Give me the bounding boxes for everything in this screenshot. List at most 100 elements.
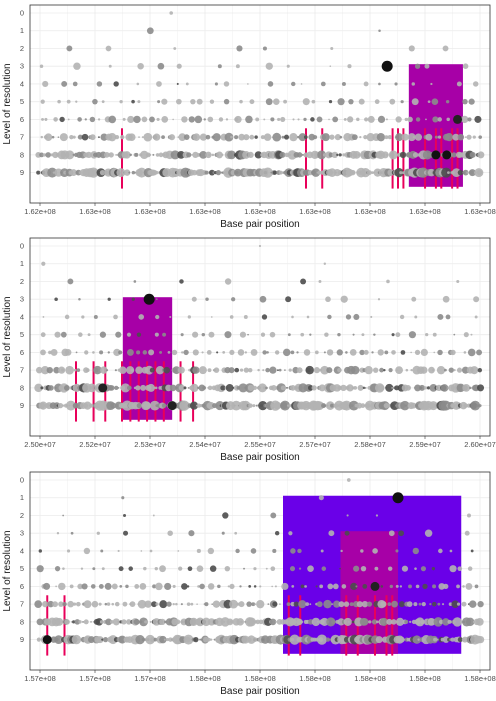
data-point xyxy=(264,617,273,626)
data-point xyxy=(92,351,95,354)
data-point xyxy=(149,549,153,553)
data-point xyxy=(176,63,182,69)
data-point xyxy=(411,296,417,302)
data-point xyxy=(314,350,319,355)
data-point xyxy=(70,169,78,177)
data-point xyxy=(478,404,482,408)
data-point xyxy=(207,116,214,123)
data-point xyxy=(67,118,70,121)
data-point xyxy=(452,617,463,627)
data-point xyxy=(136,403,142,409)
x-tick-label: 2.50e+07 xyxy=(24,440,56,449)
data-point xyxy=(148,153,152,157)
data-point xyxy=(152,514,155,517)
data-point xyxy=(317,170,322,175)
data-point xyxy=(107,351,110,354)
data-point xyxy=(121,619,127,625)
data-point xyxy=(243,367,249,373)
data-point xyxy=(399,585,403,588)
data-point xyxy=(125,584,129,589)
data-point xyxy=(317,150,327,160)
data-point xyxy=(113,81,119,87)
data-point xyxy=(118,635,127,644)
x-tick-label: 1.57e+08 xyxy=(24,674,56,683)
data-point xyxy=(386,618,393,625)
data-point xyxy=(456,383,465,393)
data-point xyxy=(405,384,411,391)
data-point xyxy=(399,314,405,320)
data-point xyxy=(203,636,209,643)
data-point xyxy=(98,583,104,589)
data-point xyxy=(364,366,373,375)
data-point xyxy=(40,135,44,139)
data-point xyxy=(122,117,126,121)
data-point xyxy=(140,550,143,552)
data-point xyxy=(136,350,141,355)
data-point xyxy=(351,134,358,141)
data-point xyxy=(319,584,324,589)
data-point xyxy=(105,618,112,626)
data-point xyxy=(431,601,437,607)
data-point xyxy=(323,351,326,354)
data-point xyxy=(395,549,399,553)
data-point xyxy=(89,403,94,408)
data-point xyxy=(349,349,357,356)
data-point xyxy=(360,618,369,626)
data-point xyxy=(377,298,381,301)
data-point xyxy=(211,153,215,157)
data-point xyxy=(216,351,219,354)
data-point xyxy=(272,170,278,175)
data-point xyxy=(62,404,65,407)
data-point xyxy=(120,135,125,140)
data-point xyxy=(147,403,151,408)
data-point xyxy=(136,82,140,86)
data-point xyxy=(126,348,134,356)
data-point xyxy=(300,332,305,337)
data-point xyxy=(323,599,332,609)
data-point xyxy=(214,82,218,86)
data-point xyxy=(117,549,120,552)
data-point xyxy=(452,133,460,141)
data-point xyxy=(472,135,476,139)
data-point xyxy=(192,133,201,141)
x-tick-label: 2.54e+07 xyxy=(189,440,221,449)
data-point xyxy=(324,332,329,337)
data-point xyxy=(353,313,360,320)
data-point xyxy=(307,565,314,573)
data-point xyxy=(327,314,332,320)
data-point xyxy=(57,99,61,104)
data-point xyxy=(134,584,140,589)
data-point xyxy=(292,118,295,121)
data-point xyxy=(477,151,485,159)
data-point xyxy=(72,135,76,139)
y-tick-label: 9 xyxy=(20,401,24,410)
data-point xyxy=(457,169,464,176)
data-point xyxy=(444,368,447,372)
data-point xyxy=(372,367,379,373)
data-point xyxy=(361,333,365,337)
data-point xyxy=(77,117,82,122)
data-point xyxy=(325,637,331,642)
data-point xyxy=(286,602,291,607)
data-point xyxy=(173,47,177,50)
data-point xyxy=(348,621,350,623)
data-point xyxy=(207,637,211,642)
data-point xyxy=(196,98,203,105)
data-point xyxy=(289,133,298,142)
data-point xyxy=(46,366,53,374)
data-point xyxy=(467,513,471,518)
data-point xyxy=(177,150,185,159)
data-point xyxy=(318,384,326,392)
data-point xyxy=(437,638,440,641)
data-point xyxy=(243,567,246,570)
data-point xyxy=(157,62,165,70)
focal-point xyxy=(167,401,177,411)
data-point xyxy=(403,638,406,641)
data-point xyxy=(133,115,141,124)
data-point xyxy=(180,603,183,606)
data-point xyxy=(205,134,211,140)
data-point xyxy=(144,620,148,624)
data-point xyxy=(231,297,236,302)
data-point xyxy=(283,99,288,104)
data-point xyxy=(217,584,221,589)
